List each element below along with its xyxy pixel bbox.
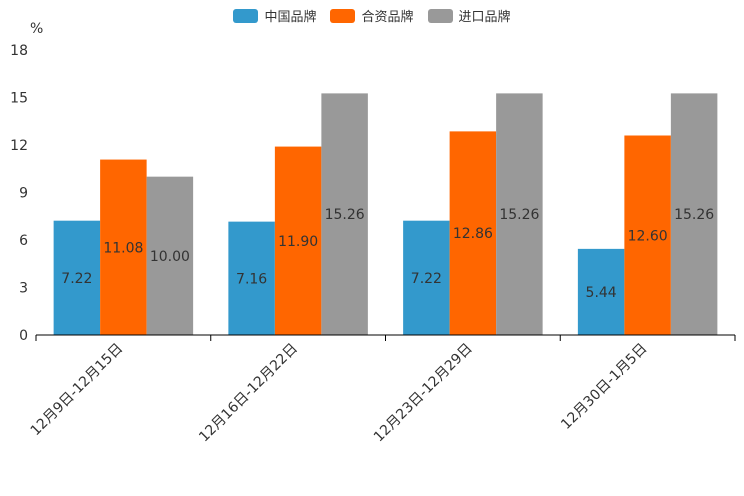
bar-value-label: 10.00 bbox=[150, 249, 190, 265]
y-tick-label: 6 bbox=[19, 233, 28, 249]
y-axis-unit-label: % bbox=[30, 21, 43, 37]
legend-label-china: 中国品牌 bbox=[264, 10, 317, 25]
legend-swatch-jv bbox=[330, 8, 356, 23]
y-tick-label: 12 bbox=[10, 138, 28, 154]
bar-value-label: 5.44 bbox=[586, 285, 617, 301]
y-axis-ticks: 0 3 6 9 12 15 18 bbox=[10, 43, 28, 344]
bar-value-label: 12.60 bbox=[628, 228, 668, 244]
x-category-label: 12月9日-12月15日 bbox=[28, 341, 127, 440]
legend-swatch-import bbox=[427, 8, 453, 23]
y-tick-label: 9 bbox=[19, 186, 28, 202]
legend-item-jv[interactable]: 合资品牌 bbox=[330, 6, 414, 25]
x-category-label: 12月16日-12月22日 bbox=[196, 341, 301, 446]
y-tick-label: 0 bbox=[19, 328, 28, 344]
legend-label-jv: 合资品牌 bbox=[361, 10, 414, 25]
bar-value-label: 11.90 bbox=[278, 234, 318, 250]
bar bbox=[449, 131, 497, 335]
y-tick-label: 15 bbox=[10, 91, 28, 107]
bar bbox=[496, 93, 543, 335]
x-axis: 12月9日-12月15日 12月16日-12月22日 12月23日-12月29日 12… bbox=[28, 334, 736, 446]
bar bbox=[274, 146, 322, 335]
bar bbox=[403, 220, 450, 335]
x-category-label: 12月23日-12月29日 bbox=[371, 341, 476, 446]
bar-value-label: 15.26 bbox=[325, 207, 365, 223]
bar-value-label: 7.16 bbox=[236, 271, 267, 287]
bar bbox=[577, 248, 625, 335]
bar-labels: 7.22 11.08 10.00 7.16 11.90 15.26 7.22 12.86 15.… bbox=[61, 207, 714, 301]
bars bbox=[53, 93, 718, 335]
x-category-label: 12月30日-1月5日 bbox=[558, 341, 650, 433]
legend-label-import: 进口品牌 bbox=[458, 10, 511, 25]
bar bbox=[321, 93, 368, 335]
bar-value-label: 7.22 bbox=[411, 271, 442, 287]
bar bbox=[670, 93, 718, 335]
bar bbox=[228, 221, 275, 335]
y-tick-label: 18 bbox=[10, 43, 28, 59]
bar-value-label: 15.26 bbox=[674, 207, 714, 223]
legend-item-import[interactable]: 进口品牌 bbox=[427, 6, 511, 25]
legend-swatch-china bbox=[233, 8, 259, 23]
bar-value-label: 11.08 bbox=[103, 240, 143, 256]
legend: 中国品牌 合资品牌 进口品牌 bbox=[0, 6, 744, 25]
bar-value-label: 12.86 bbox=[453, 226, 493, 242]
legend-item-china[interactable]: 中国品牌 bbox=[233, 6, 316, 25]
bar-value-label: 7.22 bbox=[61, 271, 92, 287]
bar-value-label: 15.26 bbox=[499, 207, 539, 223]
bar bbox=[53, 220, 101, 335]
bar bbox=[146, 176, 194, 335]
y-tick-label: 3 bbox=[19, 281, 28, 297]
bar bbox=[624, 135, 671, 335]
bar bbox=[100, 159, 147, 335]
